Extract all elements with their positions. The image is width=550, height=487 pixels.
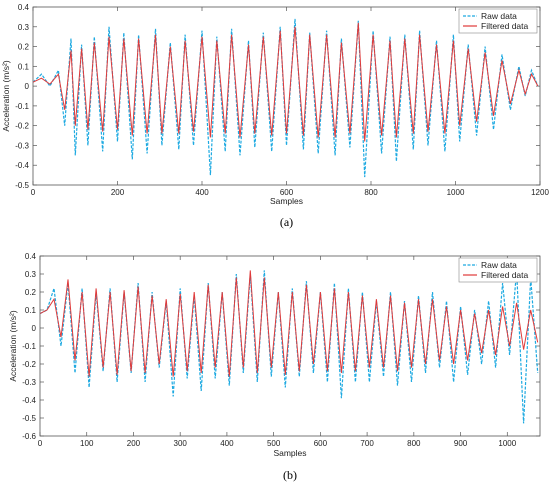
y-tick-label: 0.4 bbox=[18, 3, 30, 12]
y-tick-label: -0.2 bbox=[22, 360, 36, 369]
plot-area bbox=[39, 255, 541, 437]
x-tick-label: 1000 bbox=[498, 439, 516, 448]
legend-label: Filtered data bbox=[481, 270, 529, 280]
x-tick-label: 0 bbox=[38, 439, 43, 448]
y-tick-label: 0 bbox=[32, 324, 37, 333]
y-tick-label: -0.1 bbox=[22, 342, 36, 351]
panel-caption: (b) bbox=[283, 468, 297, 482]
y-tick-label: -0.3 bbox=[15, 141, 29, 150]
plot-area bbox=[32, 6, 541, 186]
chart-panel-1: -0.6 -0.5 -0.4 -0.3 -0.2 -0.1 0 0.1 0.2 0.3 0.4 0 10… bbox=[8, 252, 541, 482]
y-tick-label: 0.2 bbox=[18, 43, 30, 52]
x-tick-label: 1000 bbox=[447, 188, 465, 197]
series-line-raw bbox=[33, 18, 539, 178]
y-tick-label: -0.6 bbox=[22, 432, 36, 441]
y-tick-label: 0.1 bbox=[18, 62, 30, 71]
legend-box bbox=[458, 257, 538, 283]
y-tick-label: -0.3 bbox=[22, 378, 36, 387]
x-tick-label: 800 bbox=[407, 439, 421, 448]
x-tick-label: 0 bbox=[31, 188, 36, 197]
y-tick-label: -0.5 bbox=[15, 181, 29, 190]
legend-label: Raw data bbox=[481, 260, 517, 270]
y-tick-label: 0.4 bbox=[25, 252, 37, 261]
y-tick-label: 0.3 bbox=[18, 23, 30, 32]
x-tick-label: 1200 bbox=[531, 188, 549, 197]
y-tick-label: -0.4 bbox=[22, 396, 36, 405]
x-axis-label: Samples bbox=[273, 448, 306, 458]
x-tick-label: 200 bbox=[111, 188, 125, 197]
legend-box bbox=[458, 8, 538, 34]
y-tick-label: -0.1 bbox=[15, 102, 29, 111]
x-tick-label: 400 bbox=[195, 188, 209, 197]
x-tick-label: 400 bbox=[220, 439, 234, 448]
y-axis-label: Acceleration (m/s²) bbox=[8, 310, 18, 381]
x-tick-label: 800 bbox=[364, 188, 378, 197]
x-tick-label: 600 bbox=[280, 188, 294, 197]
x-tick-label: 200 bbox=[127, 439, 141, 448]
y-tick-label: -0.2 bbox=[15, 122, 29, 131]
x-tick-label: 700 bbox=[360, 439, 374, 448]
y-tick-label: -0.5 bbox=[22, 414, 36, 423]
x-tick-label: 900 bbox=[454, 439, 468, 448]
y-tick-label: 0.3 bbox=[25, 270, 37, 279]
x-tick-label: 500 bbox=[267, 439, 281, 448]
y-tick-label: 0 bbox=[25, 82, 30, 91]
y-tick-label: 0.1 bbox=[25, 306, 37, 315]
series-line-filtered bbox=[40, 270, 539, 377]
x-tick-label: 100 bbox=[80, 439, 94, 448]
chart-panel-0: -0.5 -0.4 -0.3 -0.2 -0.1 0 0.1 0.2 0.3 0.4 0 200 400… bbox=[1, 3, 549, 229]
panel-caption: (a) bbox=[280, 215, 293, 229]
series-line-filtered bbox=[33, 22, 539, 142]
legend-label: Raw data bbox=[481, 11, 517, 21]
x-tick-label: 300 bbox=[174, 439, 188, 448]
y-tick-label: 0.2 bbox=[25, 288, 37, 297]
x-axis-label: Samples bbox=[270, 196, 303, 206]
x-tick-label: 600 bbox=[314, 439, 328, 448]
legend-label: Filtered data bbox=[481, 21, 529, 31]
y-axis-label: Acceleration (m/s²) bbox=[1, 60, 11, 131]
y-tick-label: -0.4 bbox=[15, 161, 29, 170]
